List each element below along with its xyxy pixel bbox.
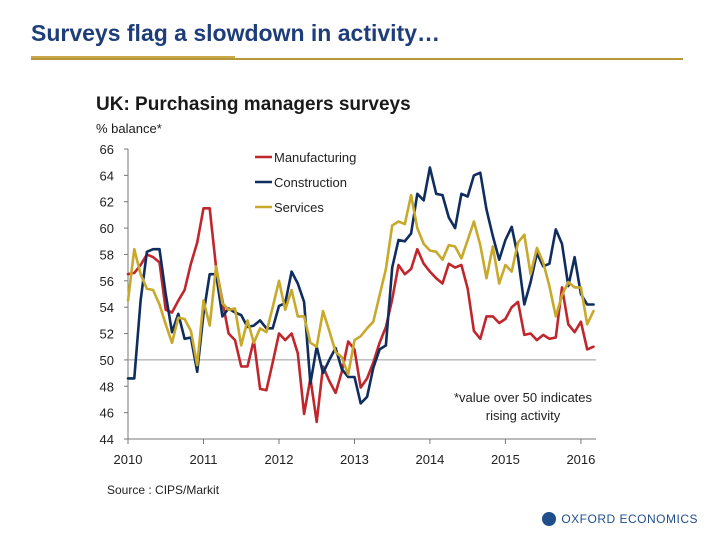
y-tick-label: 54 — [100, 300, 114, 315]
chart-source: Source : CIPS/Markit — [107, 483, 220, 497]
y-tick-label: 64 — [100, 168, 114, 183]
legend-label-services: Services — [274, 200, 324, 215]
legend-label-manufacturing: Manufacturing — [274, 150, 356, 165]
y-tick-label: 48 — [100, 379, 114, 394]
oxford-economics-logo: OXFORD ECONOMICS — [542, 512, 698, 526]
x-tick-label: 2014 — [415, 452, 444, 467]
series-line-services — [126, 193, 595, 376]
chart-legend: Manufacturing Construction Services — [255, 150, 356, 215]
chart-note-line-2: rising activity — [486, 408, 561, 423]
chart-title: UK: Purchasing managers surveys — [96, 94, 411, 115]
y-tick-label: 62 — [100, 195, 114, 210]
series-line-construction — [126, 166, 595, 405]
series-line-manufacturing — [126, 207, 595, 424]
y-tick-label: 58 — [100, 247, 114, 262]
y-tick-label: 44 — [100, 432, 114, 447]
chart-axes: 44 46 48 50 52 54 56 58 60 62 64 66 2010 2011 2012 2013… — [100, 142, 596, 467]
y-tick-label: 66 — [100, 142, 114, 157]
x-tick-label: 2013 — [340, 452, 369, 467]
y-tick-label: 60 — [100, 221, 114, 236]
x-tick-label: 2015 — [491, 452, 520, 467]
logo-globe-icon — [542, 512, 557, 526]
y-tick-label: 52 — [100, 327, 114, 342]
y-tick-label: 50 — [100, 353, 114, 368]
x-tick-label: 2010 — [114, 452, 143, 467]
chart-unit-label: % balance* — [96, 121, 162, 136]
legend-label-construction: Construction — [274, 175, 347, 190]
y-tick-label: 46 — [100, 406, 114, 421]
title-rule — [31, 58, 683, 60]
y-tick-label: 56 — [100, 274, 114, 289]
x-tick-label: 2011 — [189, 452, 217, 467]
x-tick-label: 2016 — [566, 452, 595, 467]
slide-title: Surveys flag a slowdown in activity… — [31, 20, 441, 46]
series-layer — [126, 166, 595, 424]
chart-note-line-1: *value over 50 indicates — [454, 390, 593, 405]
logo-text: OXFORD ECONOMICS — [561, 512, 698, 526]
x-tick-label: 2012 — [265, 452, 294, 467]
